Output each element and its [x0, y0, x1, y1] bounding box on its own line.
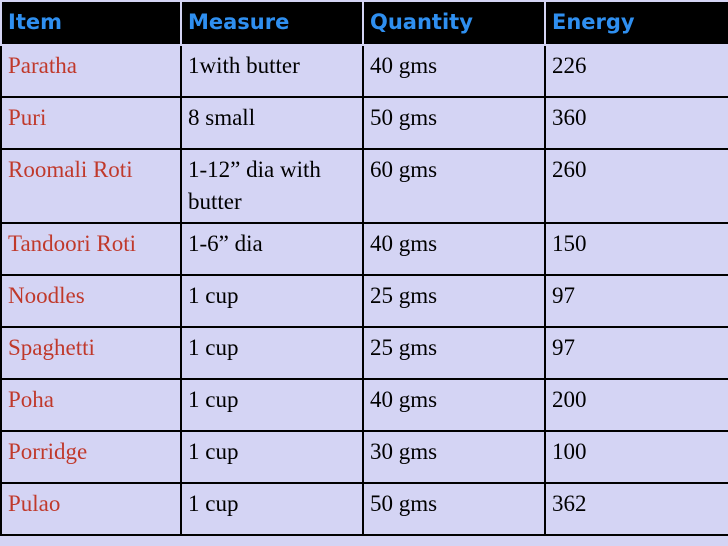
table-row: Roomali Roti 1-12” dia with butter 60 gm… — [0, 148, 728, 224]
cell-energy: 226 — [544, 44, 728, 98]
cell-measure: 1-12” dia with butter — [180, 148, 364, 224]
cell-item: Tandoori Roti — [0, 222, 182, 276]
cell-quantity: 40 gms — [362, 44, 546, 98]
column-header-item: Item — [0, 0, 182, 46]
cell-measure: 1 cup — [180, 326, 364, 380]
cell-item: Paratha — [0, 44, 182, 98]
cell-item: Puri — [0, 96, 182, 150]
cell-item: Noodles — [0, 274, 182, 328]
column-header-energy: Energy — [544, 0, 728, 46]
cell-quantity: 60 gms — [362, 148, 546, 224]
cell-energy: 150 — [544, 222, 728, 276]
cell-measure: 8 small — [180, 96, 364, 150]
table-row: Paratha 1with butter 40 gms 226 — [0, 44, 728, 98]
cell-energy: 200 — [544, 378, 728, 432]
cell-energy: 260 — [544, 148, 728, 224]
cell-quantity: 40 gms — [362, 378, 546, 432]
cell-measure: 1with butter — [180, 44, 364, 98]
table-row: Porridge 1 cup 30 gms 100 — [0, 430, 728, 484]
cell-measure: 1 cup — [180, 378, 364, 432]
table-row: Puri 8 small 50 gms 360 — [0, 96, 728, 150]
cell-item: Spaghetti — [0, 326, 182, 380]
table-row: Pulao 1 cup 50 gms 362 — [0, 482, 728, 536]
cell-item: Roomali Roti — [0, 148, 182, 224]
cell-quantity: 25 gms — [362, 274, 546, 328]
cell-measure: 1 cup — [180, 430, 364, 484]
cell-item: Pulao — [0, 482, 182, 536]
header-row: Item Measure Quantity Energy — [0, 0, 728, 46]
cell-energy: 362 — [544, 482, 728, 536]
table-row: Tandoori Roti 1-6” dia 40 gms 150 — [0, 222, 728, 276]
cell-item: Poha — [0, 378, 182, 432]
cell-energy: 360 — [544, 96, 728, 150]
table-row: Spaghetti 1 cup 25 gms 97 — [0, 326, 728, 380]
cell-measure: 1 cup — [180, 482, 364, 536]
cell-quantity: 25 gms — [362, 326, 546, 380]
cell-quantity: 50 gms — [362, 96, 546, 150]
cell-quantity: 50 gms — [362, 482, 546, 536]
cell-item: Porridge — [0, 430, 182, 484]
cell-quantity: 40 gms — [362, 222, 546, 276]
cell-measure: 1-6” dia — [180, 222, 364, 276]
cell-energy: 97 — [544, 326, 728, 380]
table-row: Noodles 1 cup 25 gms 97 — [0, 274, 728, 328]
column-header-quantity: Quantity — [362, 0, 546, 46]
cell-quantity: 30 gms — [362, 430, 546, 484]
table-row: Poha 1 cup 40 gms 200 — [0, 378, 728, 432]
column-header-measure: Measure — [180, 0, 364, 46]
cell-energy: 100 — [544, 430, 728, 484]
cell-measure: 1 cup — [180, 274, 364, 328]
cell-energy: 97 — [544, 274, 728, 328]
